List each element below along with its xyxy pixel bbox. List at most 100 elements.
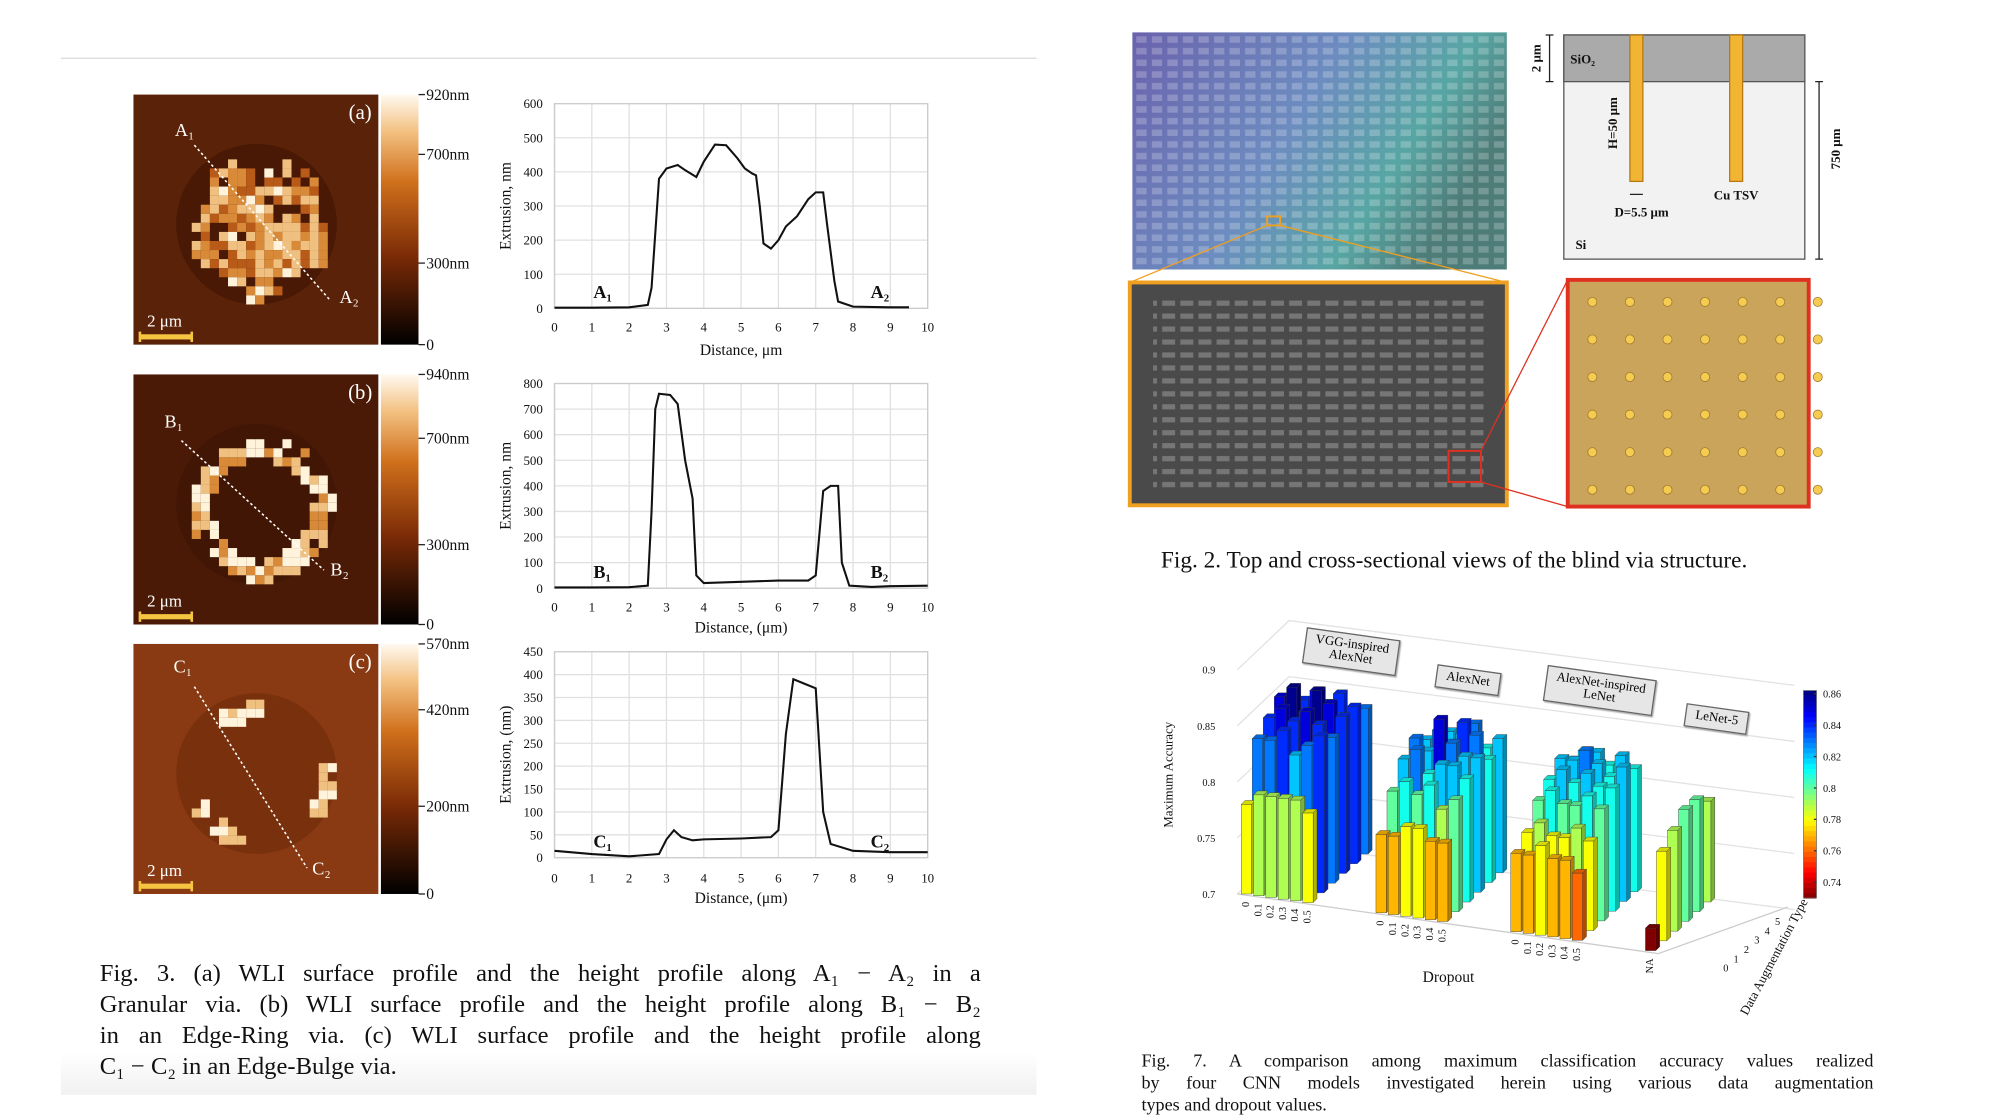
surface-cell [237, 250, 247, 260]
surface-cell [218, 835, 229, 845]
colorbar-slice [1803, 835, 1817, 842]
bar-front [1302, 812, 1314, 903]
surface-cell [246, 566, 256, 576]
bar-top [1592, 782, 1608, 787]
y-tick-label: 600 [523, 96, 542, 111]
bar-top [1593, 804, 1609, 810]
colorbar-slice [1803, 747, 1817, 754]
surface-cell [218, 168, 229, 178]
dropout-label: 0 [1376, 921, 1387, 926]
surface-cell [318, 231, 328, 241]
x-axis-label: Distance, μm [700, 342, 783, 359]
colorbar-slice [1803, 695, 1817, 702]
bar-top [1667, 826, 1683, 831]
bar-top [1434, 760, 1450, 765]
surface-cell [200, 502, 210, 512]
surface-cell [282, 250, 292, 260]
bar-top [1408, 733, 1424, 739]
bar-top [1332, 689, 1348, 694]
bar-top [1554, 754, 1570, 759]
surface-cell [309, 520, 319, 530]
surface-cell [237, 277, 247, 287]
surface-cell [237, 240, 247, 251]
x-tick-label: 3 [663, 600, 669, 615]
surface-cell [300, 538, 310, 549]
start-label: A₁ [593, 282, 612, 302]
surface-cell [318, 484, 328, 494]
surface-cell [209, 177, 219, 187]
colorbar-slice [1803, 700, 1817, 707]
y-tick-label: 500 [523, 453, 542, 468]
surface-cell [291, 186, 301, 196]
y-tick-label: 200 [523, 233, 542, 248]
colorbar-frame [1803, 690, 1817, 899]
surface-cell [291, 177, 301, 187]
bar-side [1666, 846, 1671, 942]
surface-cell [246, 295, 256, 305]
surface-cell [264, 186, 274, 196]
surface-cell [309, 222, 319, 232]
surface-cell [218, 557, 229, 567]
dropout-label: 0.3 [1413, 926, 1424, 939]
colorbar-slice [1803, 866, 1817, 873]
surface-cell [218, 548, 229, 558]
via-dot [1775, 334, 1786, 345]
y-tick-label: 400 [523, 667, 542, 682]
surface-cell [255, 295, 265, 305]
x-tick-label: 10 [921, 870, 934, 885]
bar-front [1535, 845, 1546, 936]
surface-cell [246, 222, 256, 232]
surface-cell [191, 529, 201, 539]
surface-cell [291, 259, 301, 269]
bar [1313, 731, 1329, 894]
surface-cell [327, 763, 337, 773]
surface-cell [318, 250, 328, 260]
colorbar-slice [1803, 711, 1817, 718]
surface-cell [218, 708, 229, 718]
x-tick-label: 4 [701, 320, 708, 335]
surface-cell [228, 250, 238, 260]
surface-cell [246, 250, 256, 260]
surface-cell [237, 717, 247, 727]
via-dot [1662, 372, 1673, 382]
bar [1667, 825, 1683, 932]
surface-cell [255, 277, 265, 287]
surface-cell [309, 799, 319, 809]
bar3d-chart: 0.70.750.80.850.90 0.1 0.2 0.3 0.4 0.5 0 0.1 0.2… [1161, 619, 1842, 1017]
surface-cell [282, 222, 292, 232]
surface-cell [255, 286, 265, 296]
surface-cell [318, 240, 328, 251]
bar-top [1446, 761, 1462, 767]
bar [1593, 804, 1609, 922]
surface-cell [282, 186, 292, 196]
surface-cell [228, 717, 238, 727]
x-tick-label: 10 [921, 320, 934, 335]
bar-side [1710, 796, 1715, 903]
surface-cell [300, 204, 310, 214]
surface-cell [255, 575, 265, 585]
bar-front [1290, 799, 1302, 902]
surface-cell [282, 213, 292, 223]
profile-line [554, 143, 910, 309]
surface-cell [191, 484, 201, 494]
surface-cell [246, 259, 256, 269]
surface-cell [209, 520, 219, 530]
x-tick-label: 0 [551, 870, 557, 885]
surface-cell [246, 575, 256, 585]
dimension-lines [1545, 34, 1823, 260]
bar [1644, 923, 1661, 952]
via-pillar [1729, 34, 1744, 183]
surface-cell [318, 520, 328, 530]
surface-cell [273, 177, 283, 187]
colorbar-slice [1803, 716, 1817, 723]
plot-frame [553, 651, 929, 859]
zoom-line [1480, 279, 1569, 452]
panel-tag: (b) [348, 382, 372, 404]
bar-side [1582, 868, 1587, 941]
surface-cell [200, 493, 210, 503]
surface-cell [218, 817, 229, 827]
via-dot [1700, 372, 1710, 382]
surface-cell [309, 250, 319, 260]
grid-line [1236, 675, 1795, 743]
surface-cell [300, 557, 310, 567]
